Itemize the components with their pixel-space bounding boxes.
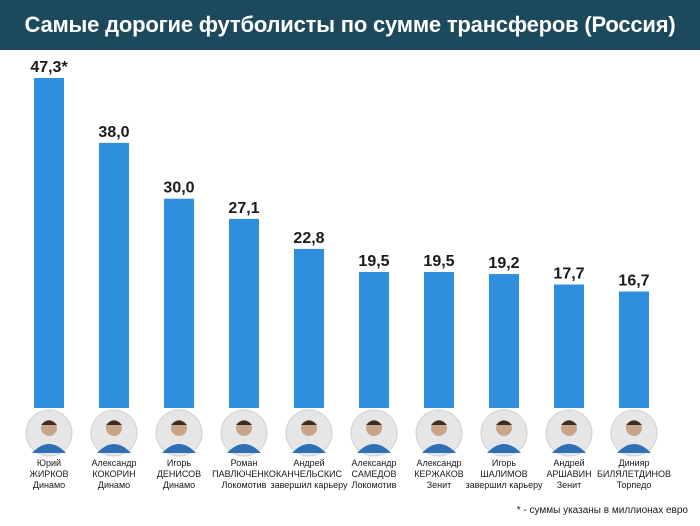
player-photo-icon bbox=[220, 409, 268, 457]
player-last-name: ЖИРКОВ bbox=[30, 469, 69, 479]
player-club: Локомотив bbox=[222, 480, 267, 490]
player-last-name: ДЕНИСОВ bbox=[157, 469, 201, 479]
bar bbox=[619, 291, 649, 408]
bar bbox=[554, 284, 584, 408]
bar bbox=[229, 218, 259, 408]
player-photo-icon bbox=[25, 409, 73, 457]
chart-title: Самые дорогие футболисты по сумме трансф… bbox=[24, 12, 676, 37]
data-label: 30,0 bbox=[163, 180, 194, 197]
player-club: Торпедо bbox=[617, 480, 652, 490]
data-label: 16,7 bbox=[618, 272, 649, 289]
player-first-name: Александр bbox=[91, 458, 136, 468]
player-first-name: Александр bbox=[351, 458, 396, 468]
bar bbox=[34, 78, 64, 408]
player-club: Зенит bbox=[557, 480, 582, 490]
player-last-name: БИЛЯЛЕТДИНОВ bbox=[597, 469, 671, 479]
data-label: 19,2 bbox=[488, 255, 519, 272]
player-first-name: Игорь bbox=[492, 458, 517, 468]
player-club: Локомотив bbox=[352, 480, 397, 490]
data-label: 17,7 bbox=[553, 266, 584, 283]
bar bbox=[489, 274, 519, 408]
player-photo-icon bbox=[90, 409, 138, 457]
bar bbox=[359, 271, 389, 408]
player-last-name: ПАВЛЮЧЕНКО bbox=[212, 469, 276, 479]
player-photo-icon bbox=[480, 409, 528, 457]
player-first-name: Андрей bbox=[293, 458, 324, 468]
player-club: Динамо bbox=[98, 480, 130, 490]
player-first-name: Юрий bbox=[37, 458, 61, 468]
data-label: 19,5 bbox=[423, 253, 454, 270]
player-club: завершил карьеру bbox=[465, 480, 543, 490]
data-label: 27,1 bbox=[228, 200, 259, 217]
player-last-name: САМЕДОВ bbox=[352, 469, 397, 479]
player-club: Динамо bbox=[33, 480, 65, 490]
player-last-name: КАНЧЕЛЬСКИС bbox=[276, 469, 343, 479]
data-label: 47,3* bbox=[30, 59, 68, 76]
title-bar bbox=[0, 0, 700, 50]
player-club: Зенит bbox=[427, 480, 452, 490]
data-label: 38,0 bbox=[98, 124, 129, 141]
data-label: 22,8 bbox=[293, 230, 324, 247]
player-last-name: ШАЛИМОВ bbox=[480, 469, 527, 479]
player-photo-icon bbox=[285, 409, 333, 457]
data-label: 19,5 bbox=[358, 253, 389, 270]
player-first-name: Роман bbox=[231, 458, 258, 468]
footnote: * - суммы указаны в миллионах евро bbox=[516, 505, 688, 516]
player-last-name: АРШАВИН bbox=[546, 469, 591, 479]
player-first-name: Игорь bbox=[167, 458, 192, 468]
player-photo-icon bbox=[610, 409, 658, 457]
player-first-name: Александр bbox=[416, 458, 461, 468]
player-photo-icon bbox=[415, 409, 463, 457]
player-photo-icon bbox=[350, 409, 398, 457]
player-last-name: КОКОРИН bbox=[92, 469, 135, 479]
bar bbox=[294, 248, 324, 408]
player-photo-icon bbox=[545, 409, 593, 457]
player-club: Динамо bbox=[163, 480, 195, 490]
bar bbox=[99, 142, 129, 408]
bar bbox=[424, 271, 454, 408]
player-photo-icon bbox=[155, 409, 203, 457]
player-last-name: КЕРЖАКОВ bbox=[414, 469, 464, 479]
player-club: завершил карьеру bbox=[270, 480, 348, 490]
player-first-name: Андрей bbox=[553, 458, 584, 468]
bar bbox=[164, 198, 194, 408]
player-first-name: Динияр bbox=[619, 458, 650, 468]
